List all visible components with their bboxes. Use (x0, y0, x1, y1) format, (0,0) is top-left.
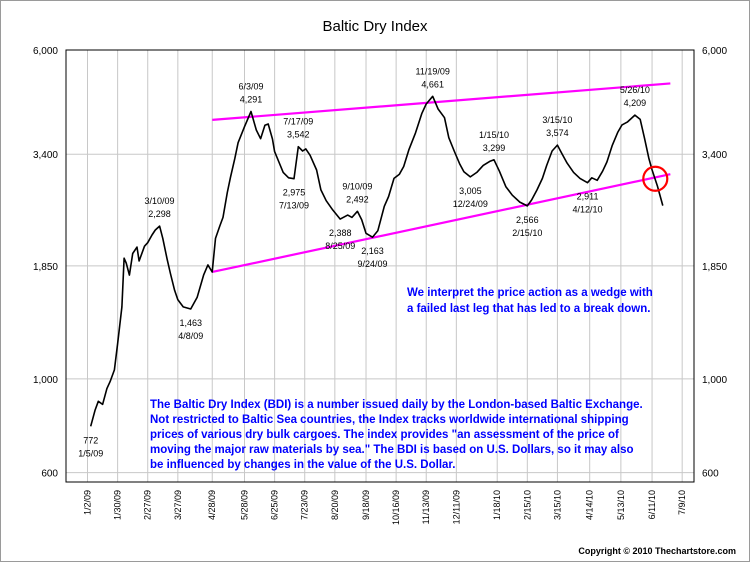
wedge-trendline (212, 173, 671, 274)
data-label-sub: 4,291 (240, 95, 263, 105)
y-tick-label-right: 3,400 (702, 150, 727, 161)
x-tick-label: 3/15/10 (552, 490, 562, 520)
data-label-sub: 7/13/09 (279, 201, 309, 211)
bdi-series-line (89, 95, 664, 427)
data-label: 6/3/09 (238, 82, 263, 92)
x-tick-label: 1/2/09 (83, 490, 93, 515)
bdi-description: The Baltic Dry Index (BDI) is a number i… (150, 399, 643, 411)
x-tick-label: 11/13/09 (421, 490, 431, 524)
data-label-sub: 4/8/09 (178, 331, 203, 341)
data-label: 2,388 (329, 228, 352, 238)
data-label: 11/19/09 (416, 66, 450, 76)
data-label: 2,911 (577, 192, 599, 202)
x-tick-label: 5/13/10 (616, 490, 626, 520)
x-tick-label: 1/18/10 (492, 490, 502, 520)
x-tick-label: 12/11/09 (451, 490, 461, 524)
x-tick-label: 1/30/09 (113, 490, 123, 520)
data-label: 3/15/10 (542, 115, 572, 125)
y-tick-label-left: 1,000 (33, 375, 58, 386)
wedge-trendline (212, 82, 671, 121)
y-tick-label-left: 6,000 (33, 46, 58, 57)
y-tick-label-right: 600 (702, 469, 719, 480)
data-label-sub: 2,298 (148, 209, 171, 219)
data-label: 1/15/10 (479, 130, 509, 140)
breakdown-highlight-circle (642, 165, 669, 192)
x-tick-label: 9/18/09 (361, 490, 371, 520)
plot-border (65, 49, 695, 483)
y-tick-label-right: 1,000 (702, 375, 727, 386)
x-tick-label: 8/20/09 (330, 490, 340, 520)
x-tick-label: 7/9/10 (677, 490, 687, 515)
x-tick-label: 6/25/09 (270, 490, 280, 520)
data-label-sub: 8/25/09 (325, 241, 355, 251)
data-label: 2,163 (361, 246, 384, 256)
data-label-sub: 3,542 (287, 130, 310, 140)
y-tick-label-left: 1,850 (33, 262, 58, 273)
data-label: 7/17/09 (283, 117, 313, 127)
data-label: 3/10/09 (145, 196, 175, 206)
data-label: 772 (83, 435, 98, 445)
y-tick-label-left: 3,400 (33, 150, 58, 161)
x-tick-label: 6/11/10 (647, 490, 657, 519)
data-label-sub: 2/15/10 (512, 228, 542, 238)
x-tick-label: 4/14/10 (585, 490, 595, 520)
data-label-sub: 3,299 (483, 143, 506, 153)
x-tick-label: 10/16/09 (391, 490, 401, 525)
bdi-description: prices of various dry bulk cargoes. The … (150, 429, 619, 441)
data-label-sub: 1/5/09 (78, 448, 103, 458)
data-label-sub: 3,574 (546, 128, 569, 138)
x-tick-label: 7/23/09 (300, 490, 310, 520)
data-label: 2,975 (283, 188, 306, 198)
y-tick-label-right: 6,000 (702, 46, 727, 57)
data-label: 2,566 (516, 215, 539, 225)
data-label-sub: 9/24/09 (357, 259, 387, 269)
chart-title: Baltic Dry Index (322, 18, 428, 35)
wedge-commentary: a failed last leg that has led to a brea… (407, 303, 650, 315)
x-tick-label: 2/27/09 (143, 490, 153, 520)
bdi-description: Not restricted to Baltic Sea countries, … (150, 414, 629, 426)
data-label: 5/26/10 (620, 85, 650, 95)
data-label-sub: 4,209 (624, 98, 647, 108)
x-tick-label: 2/15/10 (522, 490, 532, 520)
data-label-sub: 4/12/10 (573, 205, 603, 215)
data-label: 1,463 (179, 318, 202, 328)
wedge-commentary: We interpret the price action as a wedge… (407, 287, 653, 299)
bdi-description: be influenced by changes in the value of… (150, 459, 455, 471)
data-label-sub: 4,661 (421, 79, 444, 89)
data-label: 9/10/09 (342, 181, 372, 191)
x-tick-label: 3/27/09 (173, 490, 183, 520)
bdi-description: moving the major raw materials by sea." … (150, 444, 634, 456)
y-tick-label-right: 1,850 (702, 262, 727, 273)
copyright-notice: Copyright © 2010 Thechartstore.com (578, 546, 736, 556)
y-tick-label-left: 600 (41, 469, 58, 480)
x-tick-label: 4/28/09 (207, 490, 217, 520)
x-tick-label: 5/28/09 (240, 490, 250, 520)
data-label-sub: 2,492 (346, 194, 369, 204)
data-label-sub: 12/24/09 (453, 199, 488, 209)
data-label: 3,005 (459, 186, 482, 196)
